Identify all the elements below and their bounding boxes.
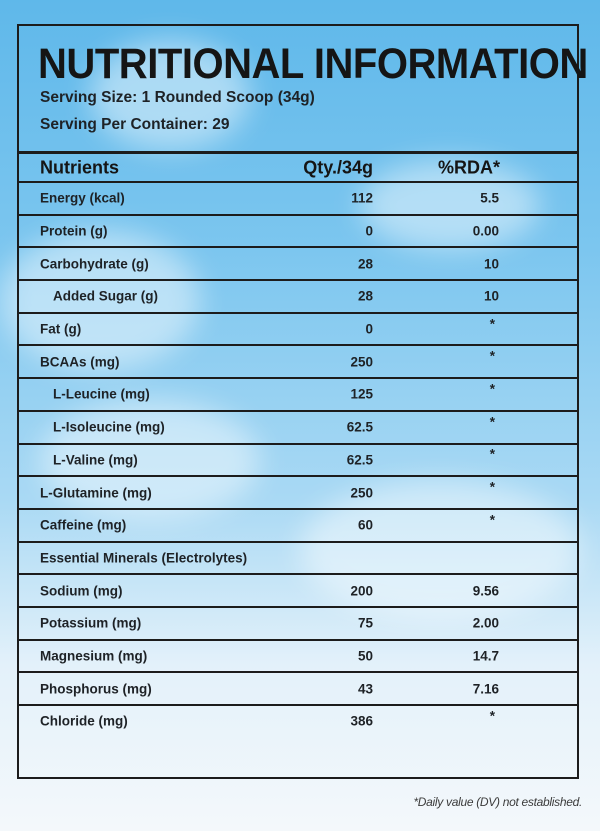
table-row: Chloride (mg) 386 *: [19, 704, 577, 737]
table-row: Sodium (mg) 200 9.56: [19, 573, 577, 606]
nutrient-name: Caffeine (mg): [40, 517, 127, 533]
nutrient-qty: 62.5: [346, 452, 373, 468]
nutrient-rda: 10: [483, 256, 499, 272]
header-qty: Qty./34g: [303, 157, 373, 177]
nutrient-name: Potassium (mg): [40, 615, 142, 631]
nutrient-qty: 50: [357, 648, 373, 664]
nutrient-qty: 250: [350, 485, 373, 501]
nutrient-qty: 62.5: [346, 419, 373, 435]
nutrient-rda: 9.56: [472, 583, 499, 599]
cloud-decoration: [40, 400, 260, 520]
nutrient-qty: 250: [350, 354, 373, 370]
servings-per-container: Serving Per Container: 29: [40, 116, 230, 133]
nutrient-qty: 75: [357, 615, 373, 631]
nutrient-rda: *: [489, 316, 495, 332]
table-row: Magnesium (mg) 50 14.7: [19, 638, 577, 672]
nutrient-name: BCAAs (mg): [40, 354, 120, 370]
nutrient-name: Sodium (mg): [40, 583, 123, 599]
nutrient-qty: 43: [357, 681, 373, 697]
nutrient-name: Energy (kcal): [40, 190, 125, 206]
table-row: L-Isoleucine (mg) 62.5 *: [19, 409, 577, 443]
nutrient-rda: *: [489, 348, 495, 364]
nutrition-table: Nutrients Qty./34g %RDA* Energy (kcal) 11…: [19, 151, 577, 737]
nutrient-qty: 0: [365, 223, 373, 239]
table-row: Potassium (mg) 75 2.00: [19, 605, 577, 639]
nutrient-rda: 2.00: [472, 615, 499, 631]
nutrient-qty: 60: [357, 517, 373, 533]
table-row: L-Glutamine (mg) 250 *: [19, 475, 577, 508]
table-row: Fat (g) 0 *: [19, 311, 577, 345]
serving-size: Serving Size: 1 Rounded Scoop (34g): [40, 89, 315, 106]
nutrient-rda: 14.7: [472, 648, 499, 664]
table-row: L-Valine (mg) 62.5 *: [19, 442, 577, 476]
nutrient-rda: *: [489, 446, 495, 462]
cloud-decoration: [300, 480, 580, 620]
nutrient-qty: 112: [351, 190, 373, 206]
header-rda: %RDA*: [437, 157, 500, 177]
nutrient-name: Carbohydrate (g): [40, 256, 149, 272]
nutrient-name: L-Leucine (mg): [53, 386, 150, 402]
nutrient-name: Fat (g): [40, 321, 82, 337]
table-row: Energy (kcal) 112 5.5: [19, 181, 577, 214]
panel-title: NUTRITIONAL INFORMATION: [38, 40, 588, 88]
nutrient-rda: 0.00: [472, 223, 499, 239]
cloud-decoration: [0, 230, 200, 370]
nutrient-qty: 200: [350, 583, 373, 599]
cloud-decoration: [360, 160, 540, 250]
table-header: Nutrients Qty./34g %RDA*: [19, 151, 577, 181]
nutrient-qty: 0: [365, 321, 373, 337]
table-row: Phosphorus (mg) 43 7.16: [19, 671, 577, 704]
nutrient-name: Chloride (mg): [40, 713, 128, 729]
table-row: Essential Minerals (Electrolytes): [19, 540, 577, 574]
table-row: L-Leucine (mg) 125 *: [19, 377, 577, 410]
table-row: Caffeine (mg) 60 *: [19, 507, 577, 541]
nutrient-qty: 125: [350, 386, 373, 402]
nutrient-name: L-Valine (mg): [53, 452, 138, 468]
nutrient-rda: *: [489, 512, 495, 528]
nutrient-rda: *: [489, 414, 495, 430]
nutrient-name: Essential Minerals (Electrolytes): [40, 550, 248, 566]
table-row: Carbohydrate (g) 28 10: [19, 246, 577, 279]
nutrient-name: L-Glutamine (mg): [40, 485, 152, 501]
cloud-decoration: [90, 40, 250, 150]
nutrient-qty: 28: [357, 288, 373, 304]
nutrient-qty: 28: [357, 256, 373, 272]
nutrient-name: Phosphorus (mg): [40, 681, 152, 697]
nutrient-rda: 7.16: [472, 681, 499, 697]
nutrient-name: Added Sugar (g): [53, 288, 158, 304]
nutrient-rda: 10: [483, 288, 499, 304]
nutrient-rda: 5.5: [480, 190, 499, 206]
nutrient-rda: *: [489, 381, 495, 397]
nutrient-qty: 386: [350, 713, 373, 729]
nutrient-rda: *: [489, 708, 495, 724]
nutrient-rda: *: [489, 479, 495, 495]
nutrition-panel: NUTRITIONAL INFORMATION Serving Size: 1 …: [17, 24, 588, 779]
nutrient-name: Magnesium (mg): [40, 648, 148, 664]
nutrient-name: L-Isoleucine (mg): [53, 419, 165, 435]
nutrient-name: Protein (g): [40, 223, 108, 239]
table-row: Added Sugar (g) 28 10: [19, 279, 577, 312]
footnote: *Daily value (DV) not established.: [413, 795, 582, 809]
table-row: Protein (g) 0 0.00: [19, 213, 577, 247]
header-nutrients: Nutrients: [40, 157, 120, 177]
table-row: BCAAs (mg) 250 *: [19, 344, 577, 377]
